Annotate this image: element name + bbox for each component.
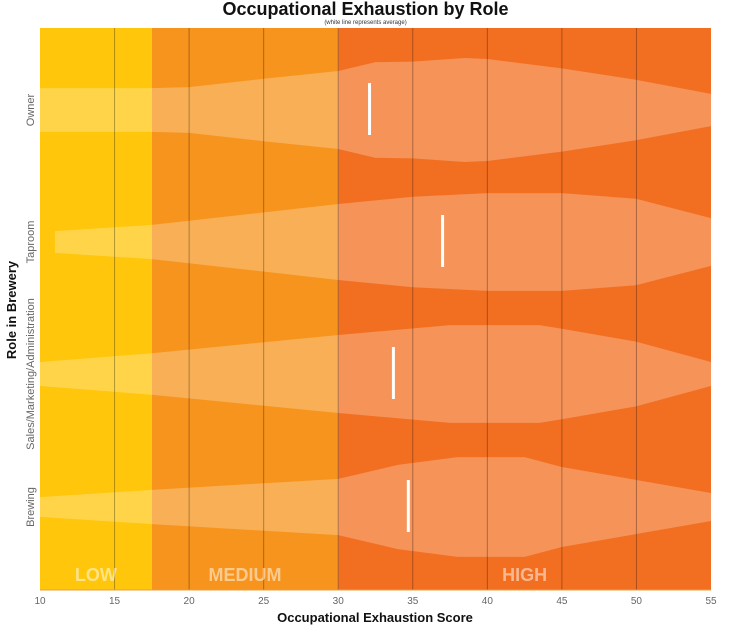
zone-high (338, 28, 711, 590)
row-label: Taproom (25, 221, 37, 264)
violin-0 (40, 58, 711, 162)
x-tick-label: 10 (34, 596, 46, 607)
chart-title: Occupational Exhaustion by Role (222, 0, 509, 19)
x-tick-label: 15 (109, 596, 121, 607)
x-tick-label: 40 (482, 596, 494, 607)
violin-3 (40, 457, 711, 557)
row-label: Brewing (25, 487, 37, 527)
violin-2 (40, 325, 711, 423)
zone-low (40, 28, 152, 590)
chart-subtitle: (white line represents average) (324, 20, 407, 26)
violin-1 (54, 193, 711, 291)
x-tick-label: 50 (631, 596, 643, 607)
x-tick-label: 55 (705, 596, 717, 607)
x-tick-label: 45 (556, 596, 568, 607)
zone-label: HIGH (502, 565, 547, 585)
y-axis-title: Role in Brewery (4, 260, 19, 359)
x-tick-label: 35 (407, 596, 419, 607)
zone-medium (151, 28, 339, 590)
zone-label: MEDIUM (209, 565, 282, 585)
row-label: Sales/Marketing/Administration (25, 298, 37, 450)
zone-label: LOW (75, 565, 117, 585)
x-axis-title: Occupational Exhaustion Score (277, 610, 473, 625)
x-tick-label: 25 (258, 596, 270, 607)
row-label: Owner (25, 93, 37, 126)
x-tick-label: 20 (184, 596, 196, 607)
x-tick-label: 30 (333, 596, 345, 607)
